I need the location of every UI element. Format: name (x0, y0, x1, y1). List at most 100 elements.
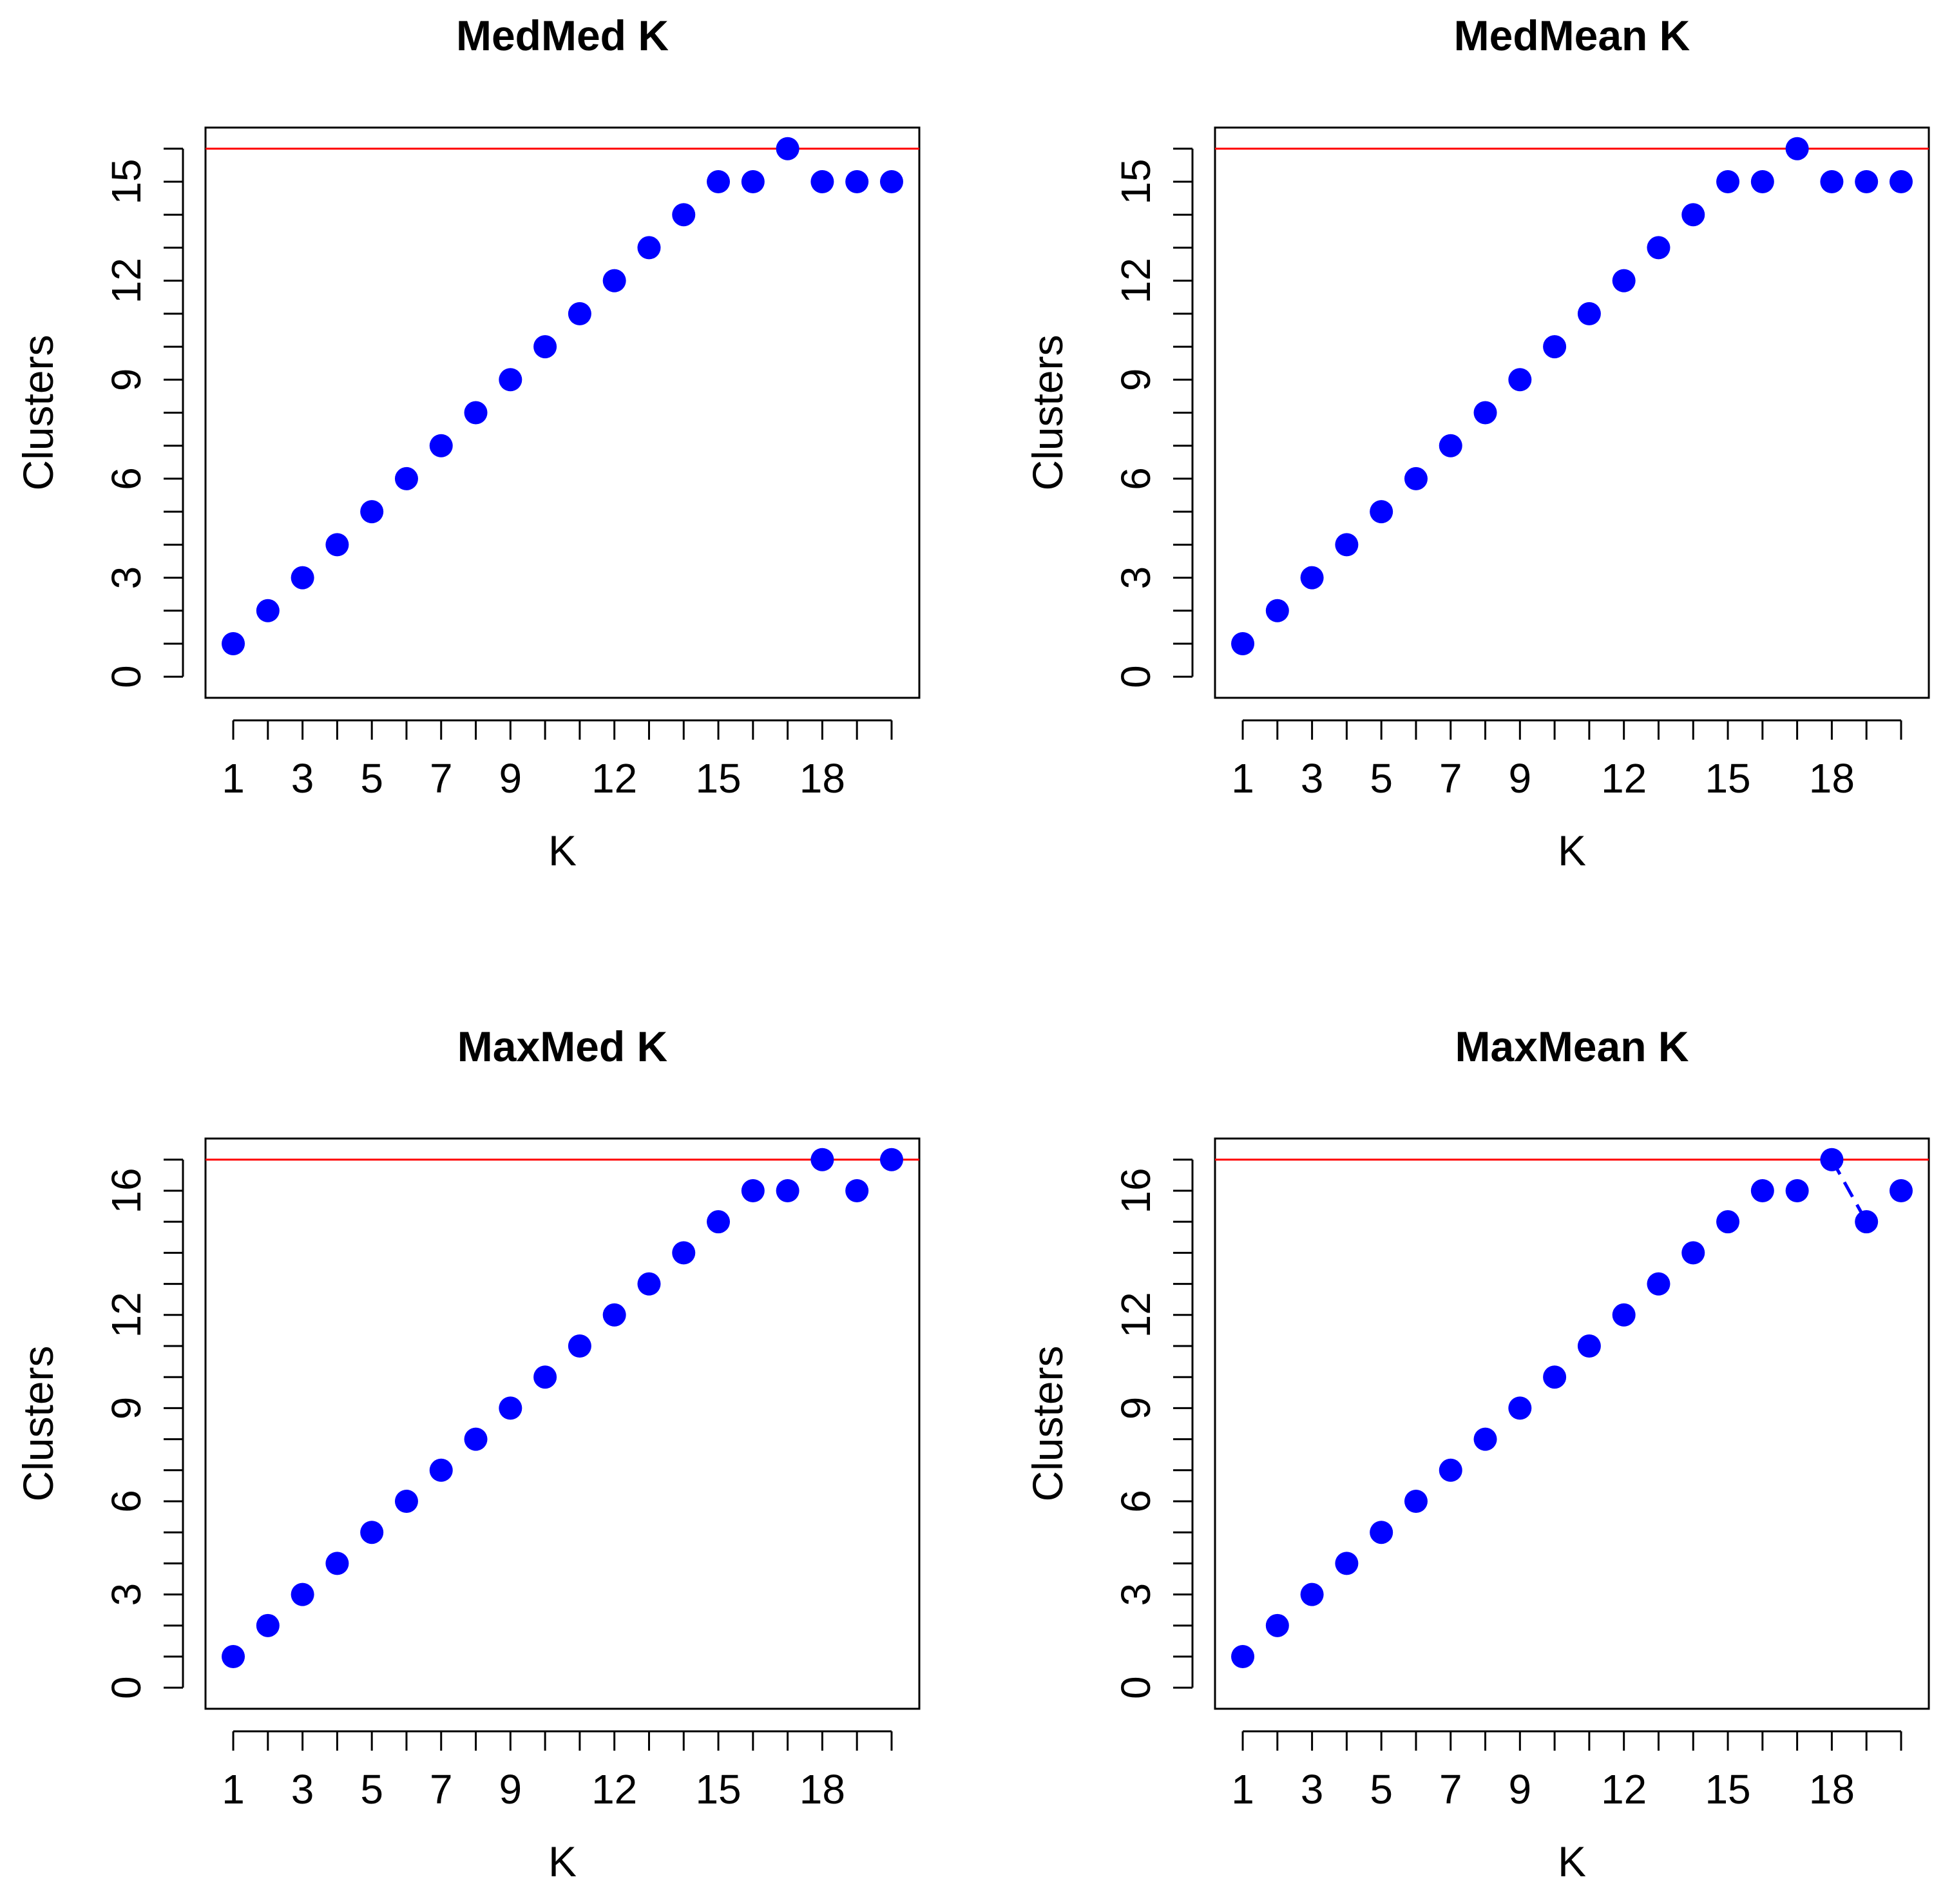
y-tick-label: 16 (1113, 1168, 1159, 1213)
data-point (1785, 1178, 1809, 1202)
data-point (1612, 1303, 1636, 1327)
y-tick-label: 12 (1113, 1292, 1159, 1338)
x-tick-label: 1 (1231, 1766, 1254, 1813)
x-tick-label: 15 (1705, 755, 1750, 802)
data-point (1439, 1458, 1462, 1482)
data-point (1855, 1210, 1879, 1234)
data-point (222, 1645, 245, 1669)
x-tick-label: 7 (430, 755, 453, 802)
chart-title: MaxMed K (457, 1023, 668, 1070)
data-point (1681, 203, 1705, 227)
data-point (1889, 169, 1913, 193)
data-point (1716, 1210, 1740, 1234)
y-tick-label: 0 (103, 1676, 149, 1699)
data-point (845, 1178, 869, 1202)
x-tick-label: 9 (1509, 755, 1532, 802)
data-point (1335, 533, 1359, 557)
chart-title: MedMed K (456, 12, 669, 59)
data-point (1543, 335, 1567, 359)
data-point (1508, 368, 1532, 392)
x-tick-label: 3 (1301, 1766, 1324, 1813)
data-point (810, 1148, 834, 1171)
y-tick-label: 12 (103, 258, 149, 303)
data-point (222, 632, 245, 656)
y-tick-label: 6 (103, 467, 149, 490)
x-axis-label: K (1558, 1838, 1586, 1885)
data-point (1370, 1521, 1393, 1544)
plot-frame (1214, 1137, 1930, 1710)
data-point (672, 203, 696, 227)
y-axis-label: Clusters (1024, 1345, 1071, 1501)
data-point (1404, 1490, 1428, 1514)
plot-frame (204, 126, 921, 699)
data-point (568, 302, 591, 325)
data-point (1820, 169, 1844, 193)
data-point (810, 169, 834, 193)
data-point (1750, 169, 1774, 193)
x-tick-label: 3 (291, 1766, 314, 1813)
x-tick-label: 12 (591, 1766, 637, 1813)
x-tick-label: 9 (499, 755, 522, 802)
y-tick-label: 0 (1113, 665, 1159, 688)
y-tick-label: 12 (103, 1292, 149, 1338)
data-point (879, 169, 903, 193)
x-tick-label: 18 (1809, 755, 1855, 802)
x-tick-label: 9 (1509, 1766, 1532, 1813)
x-tick-label: 3 (291, 755, 314, 802)
x-tick-label: 7 (430, 1766, 453, 1813)
y-tick-label: 6 (1113, 467, 1159, 490)
chart-title: MaxMean K (1455, 1023, 1689, 1070)
data-point (602, 269, 626, 293)
data-point (1473, 1427, 1497, 1451)
x-tick-label: 15 (695, 1766, 741, 1813)
data-point (568, 1334, 591, 1358)
data-point (879, 1148, 903, 1171)
y-tick-label: 0 (1113, 1676, 1159, 1699)
data-point (1716, 169, 1740, 193)
y-tick-label: 0 (103, 665, 149, 688)
data-point (602, 1303, 626, 1327)
data-point (776, 1178, 799, 1202)
data-point (429, 1458, 453, 1482)
y-tick-label: 9 (103, 368, 149, 391)
data-point (429, 434, 453, 457)
x-tick-label: 9 (499, 1766, 522, 1813)
y-tick-label: 15 (1113, 159, 1159, 204)
data-point (1681, 1241, 1705, 1265)
data-point (672, 1241, 696, 1265)
data-point (1543, 1365, 1567, 1389)
data-point (741, 169, 765, 193)
data-point (464, 1427, 488, 1451)
y-tick-label: 3 (1113, 566, 1159, 590)
data-point (325, 1552, 349, 1575)
data-point (499, 1396, 522, 1420)
data-point (325, 533, 349, 557)
data-point (1889, 1178, 1913, 1202)
data-point (256, 599, 280, 622)
data-point (637, 236, 661, 260)
data-point (1231, 1645, 1255, 1669)
data-point (360, 500, 384, 524)
data-point (845, 169, 869, 193)
x-tick-label: 12 (591, 755, 637, 802)
data-point (1300, 566, 1324, 590)
data-point (1508, 1396, 1532, 1420)
y-tick-label: 9 (1113, 1397, 1159, 1420)
y-tick-label: 3 (103, 1583, 149, 1606)
y-tick-label: 12 (1113, 258, 1159, 303)
data-point (637, 1272, 661, 1296)
connector-line (1830, 1159, 1868, 1223)
x-tick-label: 18 (799, 755, 845, 802)
data-point (533, 335, 557, 359)
y-tick-label: 3 (103, 566, 149, 590)
data-point (741, 1178, 765, 1202)
data-point (707, 169, 731, 193)
data-point (499, 368, 522, 392)
data-point (1370, 500, 1393, 524)
data-point (1300, 1582, 1324, 1606)
